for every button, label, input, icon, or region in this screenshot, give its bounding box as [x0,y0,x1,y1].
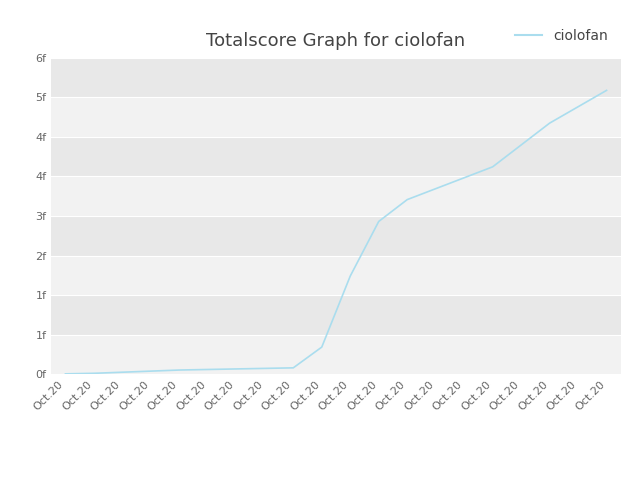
Bar [51,176,621,216]
Bar [51,335,621,374]
Bar [51,137,621,177]
Bar [51,97,621,137]
Bar [51,255,621,295]
Legend: ciolofan: ciolofan [509,24,614,48]
Bar [51,216,621,255]
Title: Totalscore Graph for ciolofan: Totalscore Graph for ciolofan [207,33,465,50]
Bar [51,295,621,335]
Bar [51,58,621,97]
